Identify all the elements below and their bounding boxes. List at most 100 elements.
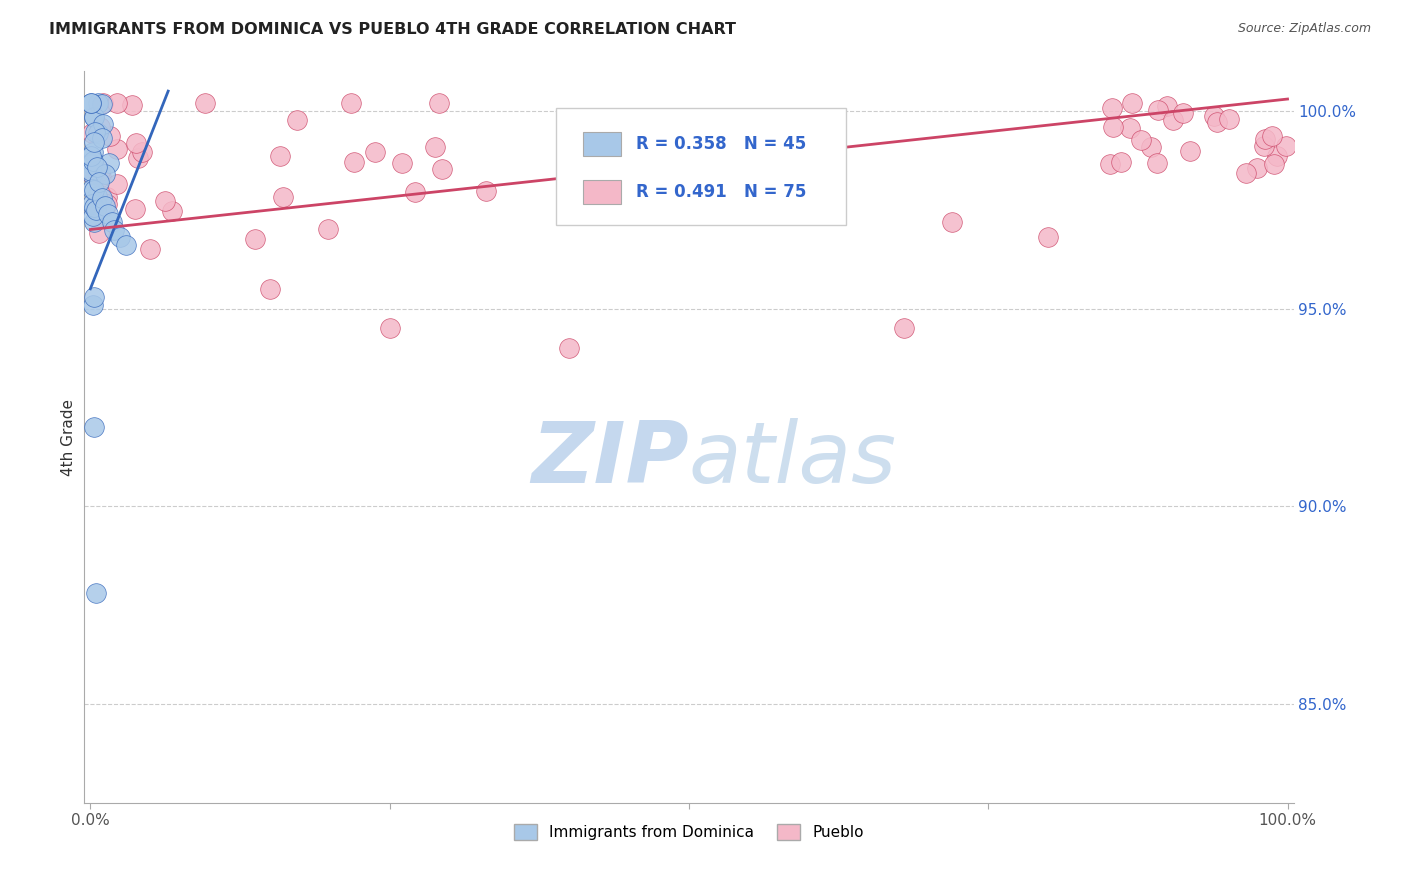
- Legend: Immigrants from Dominica, Pueblo: Immigrants from Dominica, Pueblo: [508, 818, 870, 847]
- Point: [83, 183, 105, 197]
- Point: [83, 420, 105, 434]
- Y-axis label: 4th Grade: 4th Grade: [60, 399, 76, 475]
- Point: [139, 242, 162, 256]
- Point: [90, 97, 112, 112]
- Point: [245, 232, 267, 246]
- Point: [1101, 101, 1123, 115]
- Point: [96, 190, 118, 204]
- Point: [86, 95, 108, 110]
- Point: [941, 214, 963, 228]
- Point: [271, 190, 294, 204]
- Point: [83, 110, 105, 124]
- Point: [86, 160, 108, 174]
- Point: [115, 238, 138, 252]
- Point: [1146, 103, 1168, 117]
- Point: [391, 155, 413, 169]
- Point: [125, 136, 148, 151]
- Point: [80, 197, 103, 211]
- Point: [87, 175, 110, 189]
- Point: [91, 117, 114, 131]
- Point: [105, 177, 128, 191]
- Point: [1180, 144, 1202, 158]
- Point: [86, 189, 108, 203]
- Point: [101, 214, 124, 228]
- Point: [80, 95, 103, 110]
- Point: [83, 201, 105, 215]
- Point: [82, 153, 104, 168]
- Text: Source: ZipAtlas.com: Source: ZipAtlas.com: [1237, 22, 1371, 36]
- Point: [425, 140, 447, 154]
- Point: [1236, 166, 1258, 180]
- Point: [83, 110, 105, 124]
- Text: R = 0.358   N = 45: R = 0.358 N = 45: [636, 135, 806, 153]
- Point: [90, 170, 112, 185]
- Point: [103, 222, 125, 236]
- Bar: [582, 132, 621, 155]
- Point: [1156, 99, 1178, 113]
- Text: IMMIGRANTS FROM DOMINICA VS PUEBLO 4TH GRADE CORRELATION CHART: IMMIGRANTS FROM DOMINICA VS PUEBLO 4TH G…: [49, 22, 737, 37]
- Point: [131, 145, 153, 159]
- Point: [1171, 106, 1194, 120]
- Point: [97, 207, 120, 221]
- Point: [93, 199, 115, 213]
- Point: [83, 214, 105, 228]
- Point: [91, 191, 114, 205]
- Point: [1246, 161, 1268, 176]
- Point: [89, 120, 111, 134]
- Point: [475, 184, 498, 198]
- Point: [194, 95, 217, 110]
- Point: [83, 135, 105, 149]
- Point: [1140, 140, 1163, 154]
- Point: [558, 341, 581, 355]
- Point: [1253, 131, 1275, 145]
- Point: [1036, 230, 1059, 244]
- Point: [82, 126, 104, 140]
- Point: [1263, 157, 1285, 171]
- Point: [83, 166, 105, 180]
- Point: [82, 145, 104, 159]
- Point: [430, 162, 453, 177]
- Point: [124, 202, 146, 217]
- Point: [79, 164, 101, 178]
- Point: [316, 221, 339, 235]
- Text: ZIP: ZIP: [531, 417, 689, 500]
- Point: [1146, 155, 1168, 169]
- Point: [1161, 112, 1184, 127]
- Point: [1121, 95, 1143, 110]
- Point: [1275, 139, 1298, 153]
- Point: [96, 196, 118, 211]
- Point: [86, 202, 108, 217]
- Point: [343, 154, 366, 169]
- Point: [79, 149, 101, 163]
- Point: [1129, 133, 1152, 147]
- Point: [84, 202, 107, 216]
- Point: [89, 163, 111, 178]
- Point: [90, 131, 112, 145]
- Point: [80, 167, 103, 181]
- Point: [269, 149, 291, 163]
- Point: [1118, 120, 1140, 135]
- Bar: [582, 180, 621, 203]
- Point: [404, 185, 426, 199]
- Point: [93, 167, 115, 181]
- Point: [105, 142, 128, 156]
- Point: [80, 181, 103, 195]
- Point: [427, 95, 450, 110]
- Point: [162, 204, 184, 219]
- Point: [84, 162, 107, 177]
- Point: [82, 209, 104, 223]
- Point: [80, 167, 103, 181]
- Text: R = 0.491   N = 75: R = 0.491 N = 75: [636, 183, 806, 201]
- Point: [80, 95, 103, 110]
- Point: [89, 226, 111, 240]
- Point: [1102, 120, 1125, 135]
- Point: [91, 96, 114, 111]
- Point: [121, 98, 143, 112]
- Point: [285, 113, 308, 128]
- Point: [84, 195, 107, 210]
- Point: [893, 321, 915, 335]
- Point: [1202, 109, 1225, 123]
- Text: atlas: atlas: [689, 417, 897, 500]
- Point: [97, 156, 120, 170]
- Point: [110, 230, 132, 244]
